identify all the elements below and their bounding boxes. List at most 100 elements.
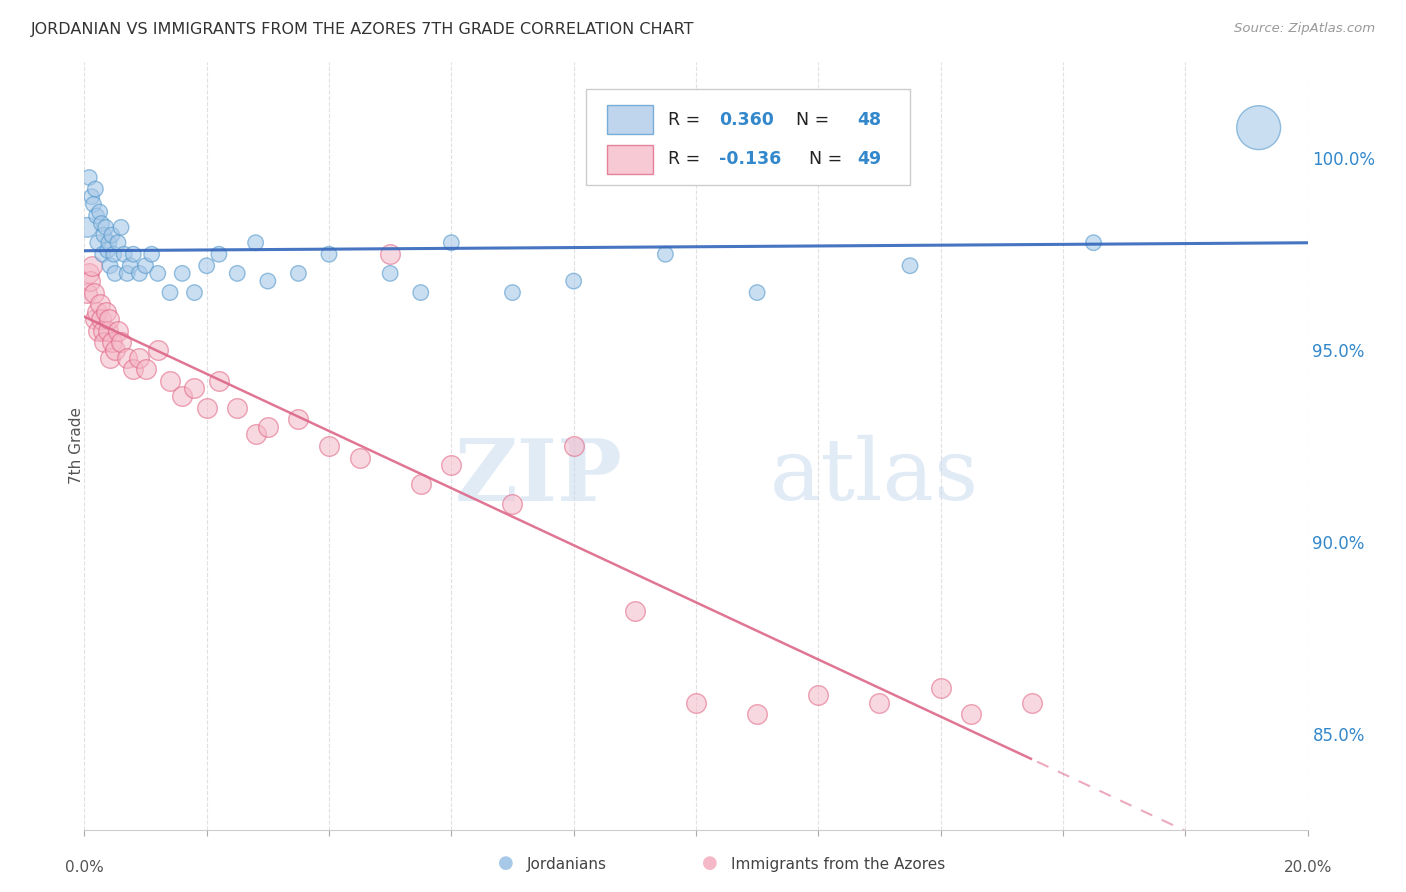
Point [159,285,181,300]
FancyBboxPatch shape [606,105,654,134]
Point [146,266,169,280]
Point [747,285,769,300]
Point [103,247,125,261]
Point [122,362,145,376]
Text: 0.0%: 0.0% [65,860,104,875]
Point [440,235,463,250]
Point [287,266,309,280]
Point [94,220,117,235]
Point [183,381,205,395]
Point [97,244,120,258]
Point [107,324,129,338]
Text: N =: N = [796,111,835,128]
Point [101,227,124,242]
Point [120,259,142,273]
Point [107,235,129,250]
Point [90,312,112,326]
Point [76,220,98,235]
Point [91,247,114,261]
Point [159,374,181,388]
Point [226,266,249,280]
Point [172,266,194,280]
Point [135,362,157,376]
Text: 0.360: 0.360 [720,111,775,128]
Point [76,285,98,300]
Point [77,266,100,280]
Point [128,351,150,365]
Point [869,696,891,710]
Point [141,247,163,261]
Point [257,274,280,288]
Point [79,274,101,288]
Point [110,220,132,235]
Point [183,285,205,300]
Point [115,266,138,280]
Point [98,351,121,365]
Point [97,324,120,338]
Point [257,419,280,434]
Point [93,227,115,242]
Point [128,266,150,280]
Point [97,235,120,250]
Point [87,235,110,250]
Point [80,259,103,273]
Point [98,259,121,273]
Point [747,707,769,722]
Point [122,247,145,261]
Point [960,707,983,722]
Point [654,247,676,261]
Point [440,458,463,472]
Point [226,401,249,415]
Point [1083,235,1105,250]
Text: 48: 48 [858,111,882,128]
Point [91,324,114,338]
Point [93,335,115,350]
Y-axis label: 7th Grade: 7th Grade [69,408,83,484]
Point [807,688,830,702]
Text: R =: R = [668,111,706,128]
Point [90,217,112,231]
Point [112,247,135,261]
Point [624,604,647,618]
Point [83,197,105,211]
Point [349,450,371,465]
Text: JORDANIAN VS IMMIGRANTS FROM THE AZORES 7TH GRADE CORRELATION CHART: JORDANIAN VS IMMIGRANTS FROM THE AZORES … [31,22,695,37]
Point [80,189,103,203]
Point [245,427,267,442]
Text: atlas: atlas [769,435,979,518]
Text: -0.136: -0.136 [720,150,782,169]
Point [83,285,105,300]
Point [898,259,921,273]
Point [84,182,107,196]
Point [562,274,585,288]
Point [77,170,100,185]
Point [409,477,432,491]
Point [929,681,952,695]
Point [87,324,110,338]
Text: ●: ● [498,855,515,872]
Point [89,297,111,311]
Point [104,266,127,280]
Point [97,312,120,326]
Point [135,259,157,273]
Point [318,439,340,453]
Point [502,496,524,510]
Point [208,374,231,388]
Text: Jordanians: Jordanians [527,857,607,872]
Text: ZIP: ZIP [454,434,623,518]
Point [318,247,340,261]
Point [86,304,108,318]
Text: 20.0%: 20.0% [1284,860,1331,875]
Point [110,335,132,350]
Text: Source: ZipAtlas.com: Source: ZipAtlas.com [1234,22,1375,36]
Point [685,696,707,710]
Text: R =: R = [668,150,706,169]
Point [1247,120,1270,135]
Point [502,285,524,300]
Text: Immigrants from the Azores: Immigrants from the Azores [731,857,945,872]
Point [287,412,309,426]
Point [1021,696,1043,710]
Point [104,343,127,357]
Point [245,235,267,250]
Point [94,304,117,318]
